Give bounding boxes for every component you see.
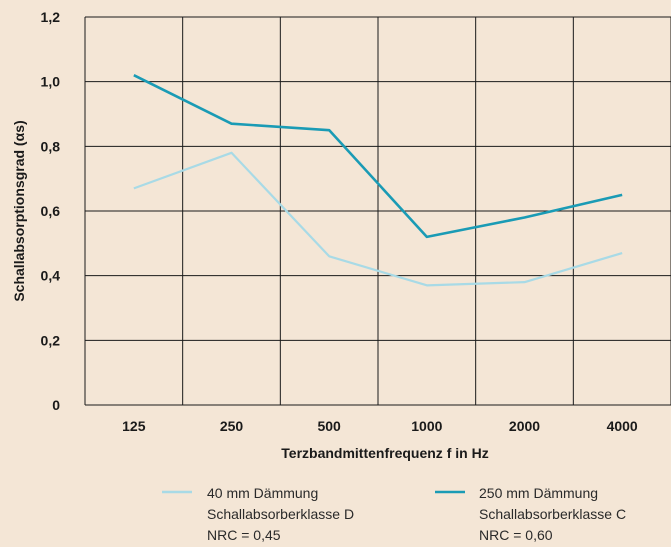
x-tick-label: 125 [122, 418, 146, 434]
series-line-1 [133, 74, 623, 239]
y-tick-label: 0,2 [41, 332, 61, 348]
legend-label-40mm: 40 mm Dämmung [207, 485, 318, 501]
series-line-0 [133, 151, 623, 287]
legend-class-250mm: Schallabsorberklasse C [479, 506, 626, 522]
y-axis-title: Schallabsorptionsgrad (αs) [11, 120, 27, 301]
y-tick-label: 0,4 [41, 268, 61, 284]
y-axis-ticks: 0 0,2 0,4 0,6 0,8 1,0 1,2 [41, 9, 61, 413]
x-tick-label: 2000 [509, 418, 540, 434]
x-axis-ticks: 125 250 500 1000 2000 4000 [122, 418, 638, 434]
series-lines [133, 74, 623, 287]
legend-class-40mm: Schallabsorberklasse D [207, 506, 354, 522]
legend-item-250mm: 250 mm Dämmung Schallabsorberklasse C NR… [435, 485, 626, 543]
y-tick-label: 0,8 [41, 138, 61, 154]
legend-nrc-250mm: NRC = 0,60 [479, 527, 553, 543]
y-tick-label: 1,0 [41, 74, 61, 90]
legend-label-250mm: 250 mm Dämmung [479, 485, 598, 501]
x-tick-label: 4000 [607, 418, 638, 434]
legend-item-40mm: 40 mm Dämmung Schallabsorberklasse D NRC… [162, 485, 354, 543]
x-axis-title: Terzbandmittenfrequenz f in Hz [281, 445, 488, 461]
y-tick-label: 0 [52, 397, 60, 413]
x-tick-label: 500 [317, 418, 341, 434]
legend: 40 mm Dämmung Schallabsorberklasse D NRC… [162, 485, 626, 543]
y-tick-label: 1,2 [41, 9, 61, 25]
x-tick-label: 250 [220, 418, 244, 434]
legend-nrc-40mm: NRC = 0,45 [207, 527, 281, 543]
y-tick-label: 0,6 [41, 203, 61, 219]
x-tick-label: 1000 [411, 418, 442, 434]
grid [84, 16, 671, 406]
